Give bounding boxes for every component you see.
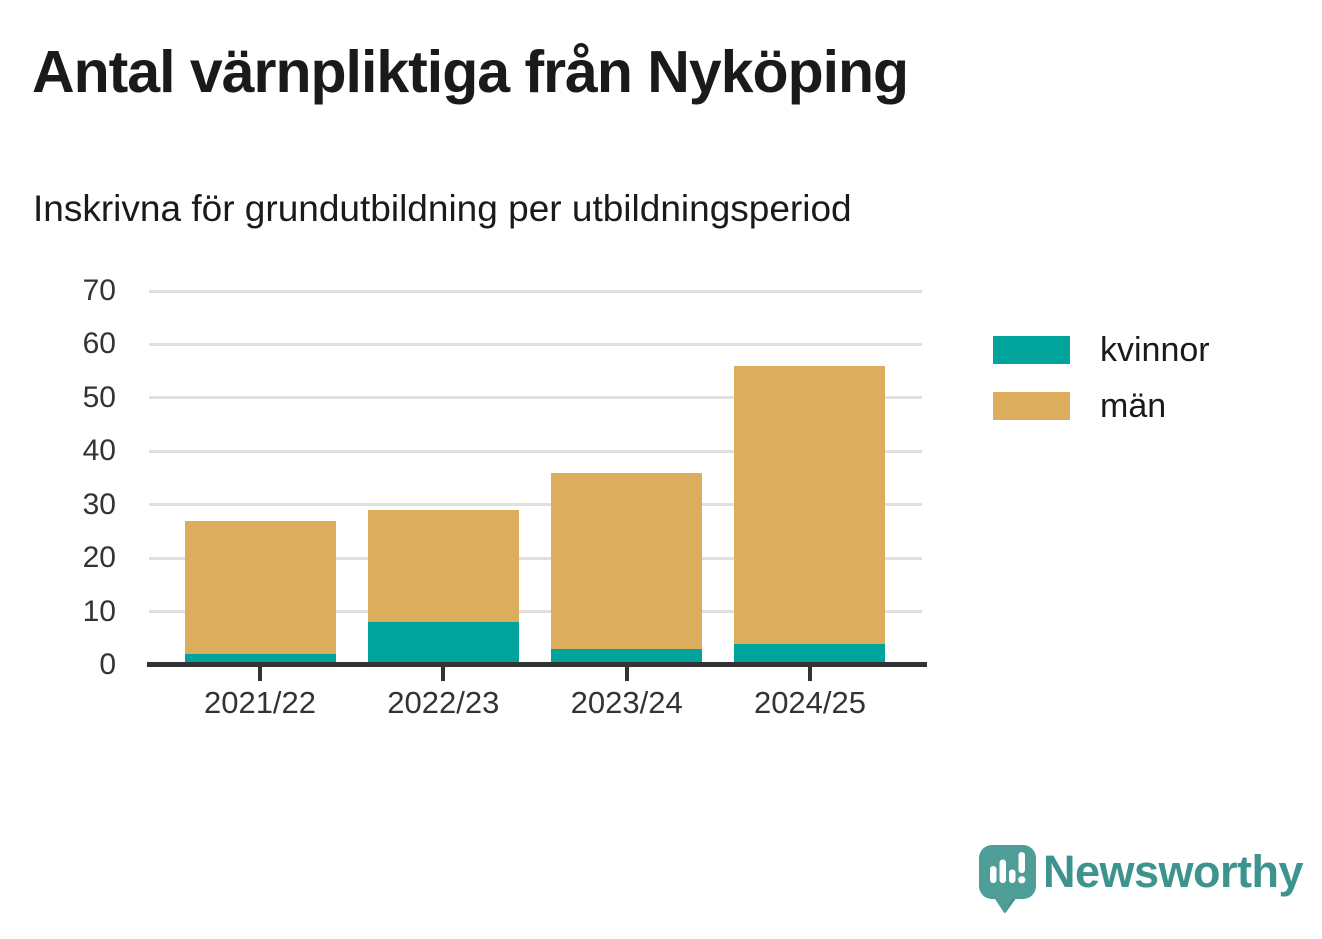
plot-area: 0 10 20 30 40 50 60 70 2021/22 2022/23 2023/24 2024… (83, 274, 927, 720)
gridline-70 (149, 289, 922, 293)
gridline-60 (149, 342, 922, 346)
legend-label-kvinnor: kvinnor (1100, 330, 1210, 369)
chart-title: Antal värnpliktiga från Nyköping (32, 39, 909, 105)
x-axis-line (147, 662, 927, 667)
chart-subtitle: Inskrivna för grundutbildning per utbild… (33, 188, 852, 229)
y-axis-label: 40 (82, 434, 116, 468)
bar-segment-kvinnor-2021-22 (184, 654, 336, 665)
legend-label-män: män (1100, 386, 1167, 425)
y-axis-label: 50 (82, 380, 116, 414)
y-axis-label: 60 (82, 327, 116, 361)
legend-item-kvinnor: kvinnor (993, 330, 1210, 370)
gridline-10 (149, 610, 922, 614)
x-axis-tick (807, 667, 812, 681)
legend-swatch-män (993, 392, 1070, 420)
newsworthy-logo-text: Newsworthy (1043, 846, 1304, 897)
y-axis-label: 20 (82, 541, 116, 575)
bar-segment-kvinnor-2023-24 (551, 648, 703, 665)
x-axis-label: 2024/25 (753, 685, 867, 720)
y-axis-label: 10 (82, 594, 116, 628)
x-axis-label: 2023/24 (570, 685, 683, 720)
y-axis-label: 0 (99, 648, 116, 681)
x-axis-tick (258, 667, 262, 681)
bar-segment-män-2022-23 (367, 510, 519, 623)
legend-swatch-kvinnor (993, 336, 1070, 364)
gridline-30 (149, 503, 922, 507)
y-axis-label: 30 (82, 487, 116, 521)
legend: kvinnor män (993, 330, 1210, 426)
bar-segment-kvinnor-2022-23 (367, 622, 519, 665)
newsworthy-logo: Newsworthy (979, 845, 1304, 920)
gridline-40 (149, 449, 922, 453)
x-axis-label: 2022/23 (387, 685, 500, 720)
y-axis-label: 70 (82, 274, 116, 307)
x-axis-tick (624, 667, 629, 681)
bar-segment-kvinnor-2024-25 (734, 643, 886, 665)
gridline-50 (149, 396, 922, 400)
gridline-20 (149, 556, 922, 560)
bar-segment-män-2021-22 (184, 520, 336, 655)
speech-bubble-bar-chart-icon (979, 845, 1036, 914)
x-axis-label: 2021/22 (203, 685, 317, 720)
bar-segment-män-2023-24 (551, 472, 703, 649)
bar-segment-män-2024-25 (734, 365, 886, 644)
legend-item-män: män (993, 386, 1210, 426)
x-axis-tick (441, 667, 446, 681)
